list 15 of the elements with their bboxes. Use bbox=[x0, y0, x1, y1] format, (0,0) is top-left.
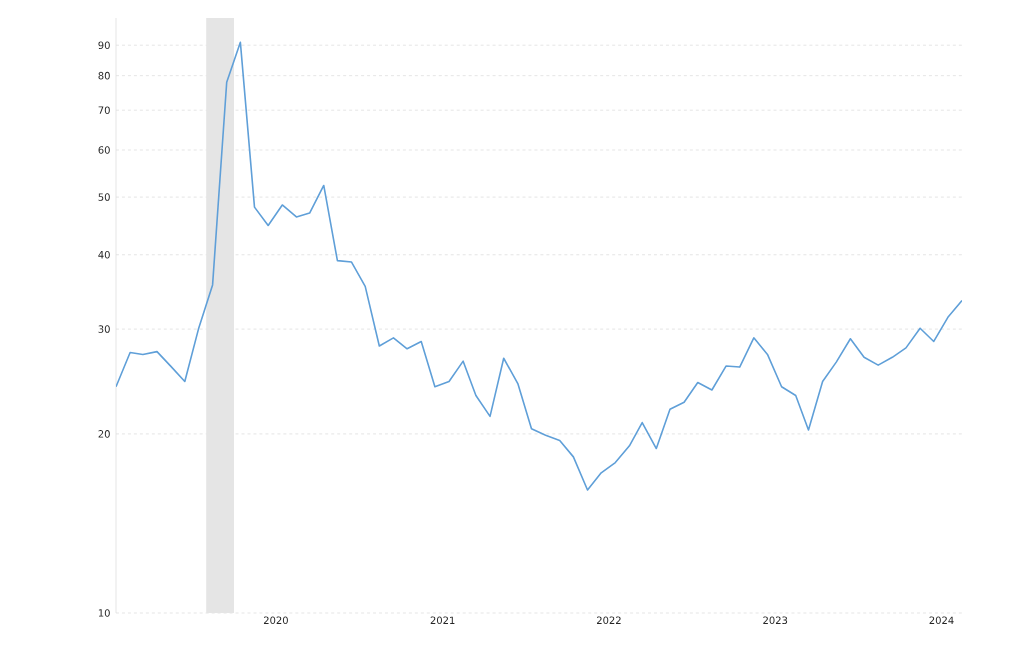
y-tick-label: 20 bbox=[98, 430, 110, 438]
line-series bbox=[116, 41, 963, 491]
x-tick-label: 2024 bbox=[929, 616, 954, 625]
x-tick-label: 2023 bbox=[763, 616, 788, 625]
y-tick-label: 70 bbox=[98, 106, 110, 114]
y-tick-label: 10 bbox=[98, 609, 110, 617]
x-tick-label: 2022 bbox=[596, 616, 621, 625]
y-tick-label: 80 bbox=[98, 71, 110, 80]
x-tick-label: 2021 bbox=[430, 616, 455, 625]
y-tick-label: 90 bbox=[98, 41, 110, 49]
y-tick-label: 30 bbox=[98, 325, 110, 333]
x-tick-label: 2020 bbox=[263, 616, 288, 625]
y-tick-label: 40 bbox=[98, 250, 110, 259]
y-tick-label: 60 bbox=[98, 146, 110, 154]
y-tick-label: 50 bbox=[98, 193, 110, 201]
